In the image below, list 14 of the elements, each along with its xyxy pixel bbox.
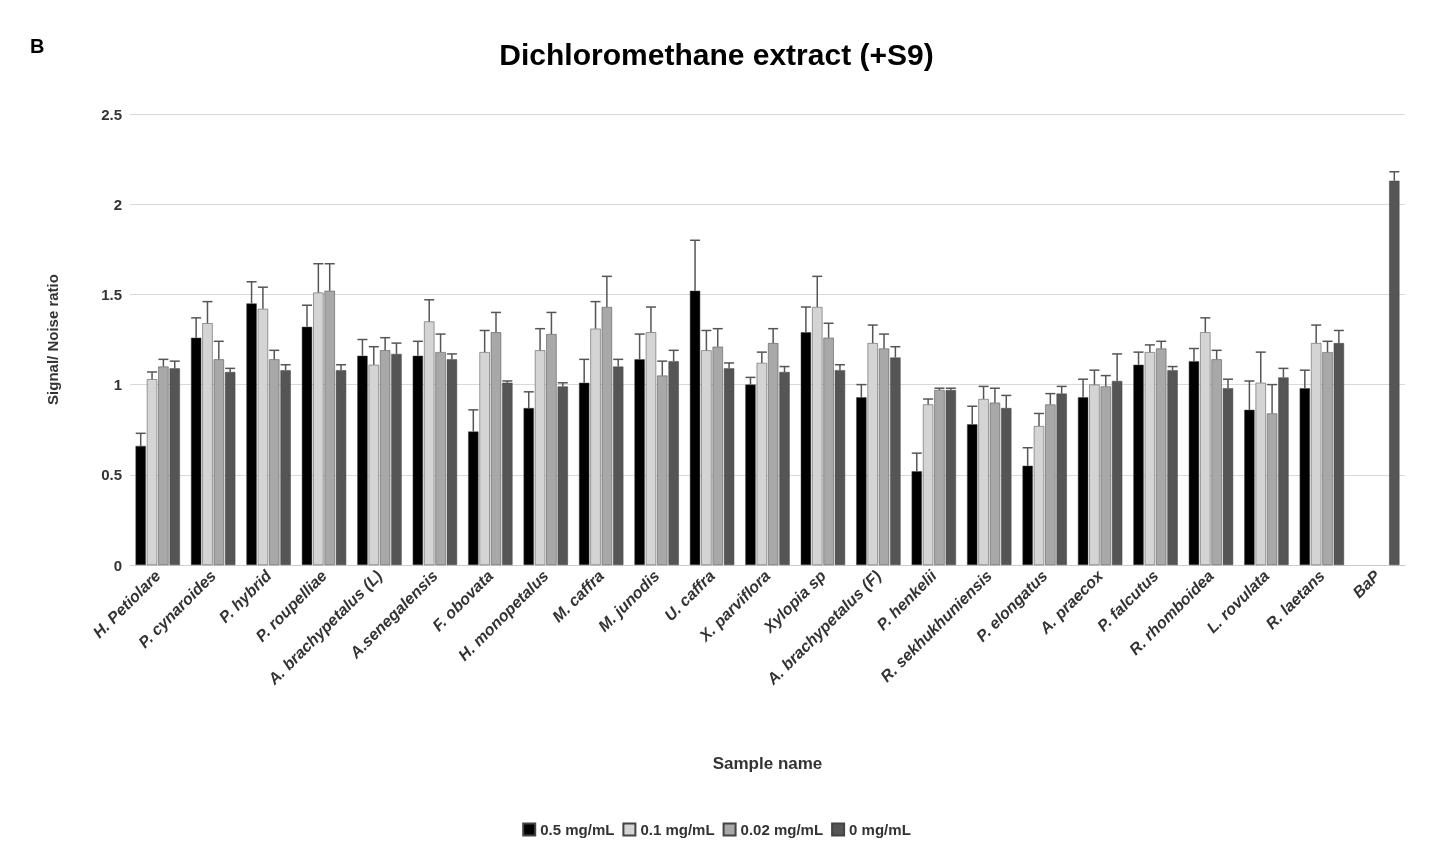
y-tick-label: 2 [113, 195, 122, 213]
y-tick-label: 0 [113, 556, 122, 574]
y-tick-label: 2.5 [101, 105, 122, 123]
y-tick-label: 1 [113, 376, 122, 394]
legend-label: 0.02 mg/mL [740, 821, 824, 838]
legend-label: 0 mg/mL [849, 821, 911, 838]
x-axis-title: Sample name [712, 754, 823, 773]
text: B [30, 35, 45, 57]
y-axis-title: Signal/ Noise ratio [44, 274, 61, 405]
y-tick-label: 1.5 [101, 285, 122, 303]
legend-label: 0.5 mg/mL [540, 821, 615, 838]
legend-label: 0.1 mg/mL [640, 821, 715, 838]
chart-title: Dichloromethane extract (+S9) [499, 37, 934, 71]
y-tick-label: 0.5 [101, 466, 122, 484]
